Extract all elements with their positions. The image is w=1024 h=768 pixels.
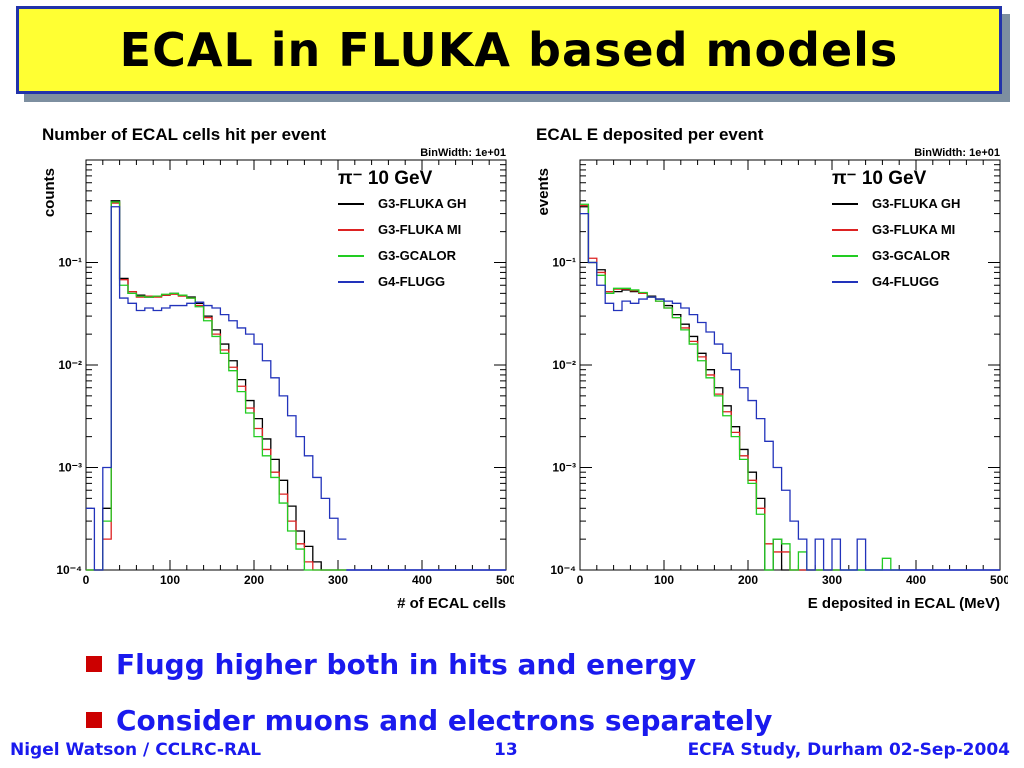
legend-label: G3-FLUKA GH — [872, 196, 960, 211]
footer-event: ECFA Study, Durham 02-Sep-2004 — [687, 740, 1010, 760]
x-tick-label: 400 — [906, 573, 926, 587]
footer: Nigel Watson / CCLRC-RAL 13 ECFA Study, … — [0, 740, 1024, 764]
plot-frame — [85, 159, 507, 571]
y-tick-label: 10⁻³ — [552, 461, 576, 475]
x-tick-label: 100 — [160, 573, 180, 587]
legend-label: G3-FLUKA MI — [872, 222, 955, 237]
bullet-text: Flugg higher both in hits and energy — [116, 647, 697, 681]
footer-author: Nigel Watson / CCLRC-RAL — [10, 740, 262, 760]
y-tick-label: 10⁻¹ — [58, 256, 82, 270]
series-line — [86, 206, 347, 571]
bullet-square-icon — [86, 712, 102, 728]
bullet-item: Consider muons and electrons separately — [86, 692, 772, 748]
legend-label: G3-GCALOR — [378, 248, 457, 263]
y-axis-label: events — [535, 168, 552, 216]
title-banner: ECAL in FLUKA based models — [16, 6, 1002, 94]
x-tick-label: 500 — [990, 573, 1008, 587]
chart-title: Number of ECAL cells hit per event — [42, 125, 326, 144]
x-tick-label: 0 — [83, 573, 90, 587]
binwidth-label: BinWidth: 1e+01 — [420, 147, 506, 159]
x-tick-label: 300 — [822, 573, 842, 587]
footer-page-number: 13 — [494, 740, 518, 760]
x-tick-label: 300 — [328, 573, 348, 587]
binwidth-label: BinWidth: 1e+01 — [914, 147, 1000, 159]
legend-title: π⁻ 10 GeV — [338, 168, 433, 189]
x-tick-label: 100 — [654, 573, 674, 587]
bullet-list: Flugg higher both in hits and energy Con… — [86, 636, 772, 748]
slide-title: ECAL in FLUKA based models — [119, 23, 899, 77]
y-tick-label: 10⁻³ — [58, 461, 82, 475]
series-line — [86, 201, 347, 571]
bullet-square-icon — [86, 656, 102, 672]
x-tick-label: 0 — [577, 573, 584, 587]
legend-label: G4-FLUGG — [872, 274, 939, 289]
legend-label: G3-FLUKA MI — [378, 222, 461, 237]
y-tick-label: 10⁻² — [552, 358, 576, 372]
chart-title: ECAL E deposited per event — [536, 125, 764, 144]
x-tick-label: 200 — [244, 573, 264, 587]
x-axis-label: # of ECAL cells — [397, 595, 506, 612]
legend-title: π⁻ 10 GeV — [832, 168, 927, 189]
histogram-cells-hit: Number of ECAL cells hit per event BinWid… — [41, 125, 514, 612]
series-line — [580, 212, 874, 571]
x-tick-label: 400 — [412, 573, 432, 587]
x-axis-label: E deposited in ECAL (MeV) — [808, 595, 1000, 612]
y-tick-label: 10⁻² — [58, 358, 82, 372]
x-tick-label: 200 — [738, 573, 758, 587]
legend-label: G4-FLUGG — [378, 274, 445, 289]
bullet-text: Consider muons and electrons separately — [116, 703, 773, 737]
y-axis-label: counts — [41, 168, 58, 217]
histogram-energy-deposited: ECAL E deposited per event BinWidth: 1e+0… — [535, 125, 1008, 612]
y-tick-label: 10⁻¹ — [552, 256, 576, 270]
y-tick-label: 10⁻⁴ — [56, 563, 82, 577]
legend-label: G3-FLUKA GH — [378, 196, 466, 211]
x-tick-label: 500 — [496, 573, 514, 587]
y-tick-label: 10⁻⁴ — [550, 563, 576, 577]
legend-label: G3-GCALOR — [872, 248, 951, 263]
bullet-item: Flugg higher both in hits and energy — [86, 636, 772, 692]
